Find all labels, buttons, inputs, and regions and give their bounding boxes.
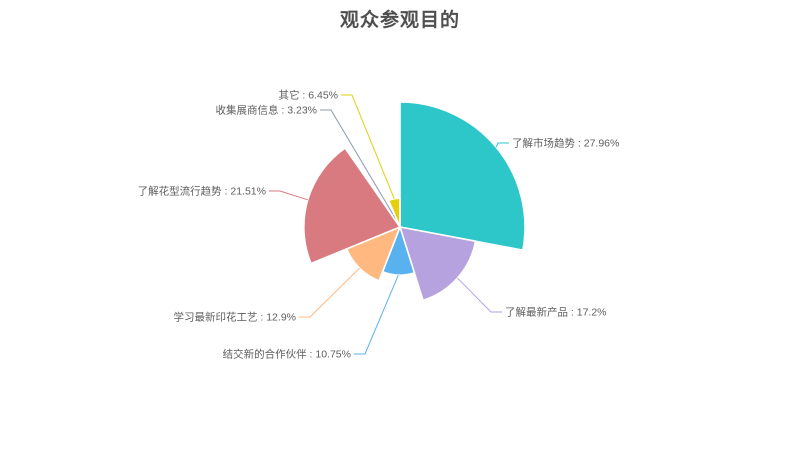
label-line-4 <box>299 267 360 318</box>
label-line-6 <box>320 109 394 215</box>
slice-label-7: 其它 : 6.45% <box>278 89 338 102</box>
slice-label-3: 结交新的合作伙伴 : 10.75% <box>223 348 351 361</box>
label-line-2 <box>457 277 502 313</box>
pie-slice-7[interactable] <box>387 197 401 228</box>
label-line-3 <box>354 274 399 355</box>
slice-label-6: 收集展商信息 : 3.23% <box>215 104 317 117</box>
chart-title: 观众参观目的 <box>339 10 460 31</box>
label-line-5 <box>269 190 308 201</box>
label-line-7 <box>341 94 395 199</box>
label-line-1 <box>495 142 509 148</box>
pie-slice-1[interactable] <box>399 101 526 251</box>
slice-label-2: 了解最新产品 : 17.2% <box>505 306 607 319</box>
slice-label-5: 了解花型流行趋势 : 21.51% <box>138 185 266 198</box>
slice-label-4: 学习最新印花工艺 : 12.9% <box>173 311 296 324</box>
pie-slice-2[interactable] <box>399 226 477 302</box>
slice-label-1: 了解市场趋势 : 27.96% <box>512 137 619 150</box>
pie-slice-5[interactable] <box>303 147 401 265</box>
